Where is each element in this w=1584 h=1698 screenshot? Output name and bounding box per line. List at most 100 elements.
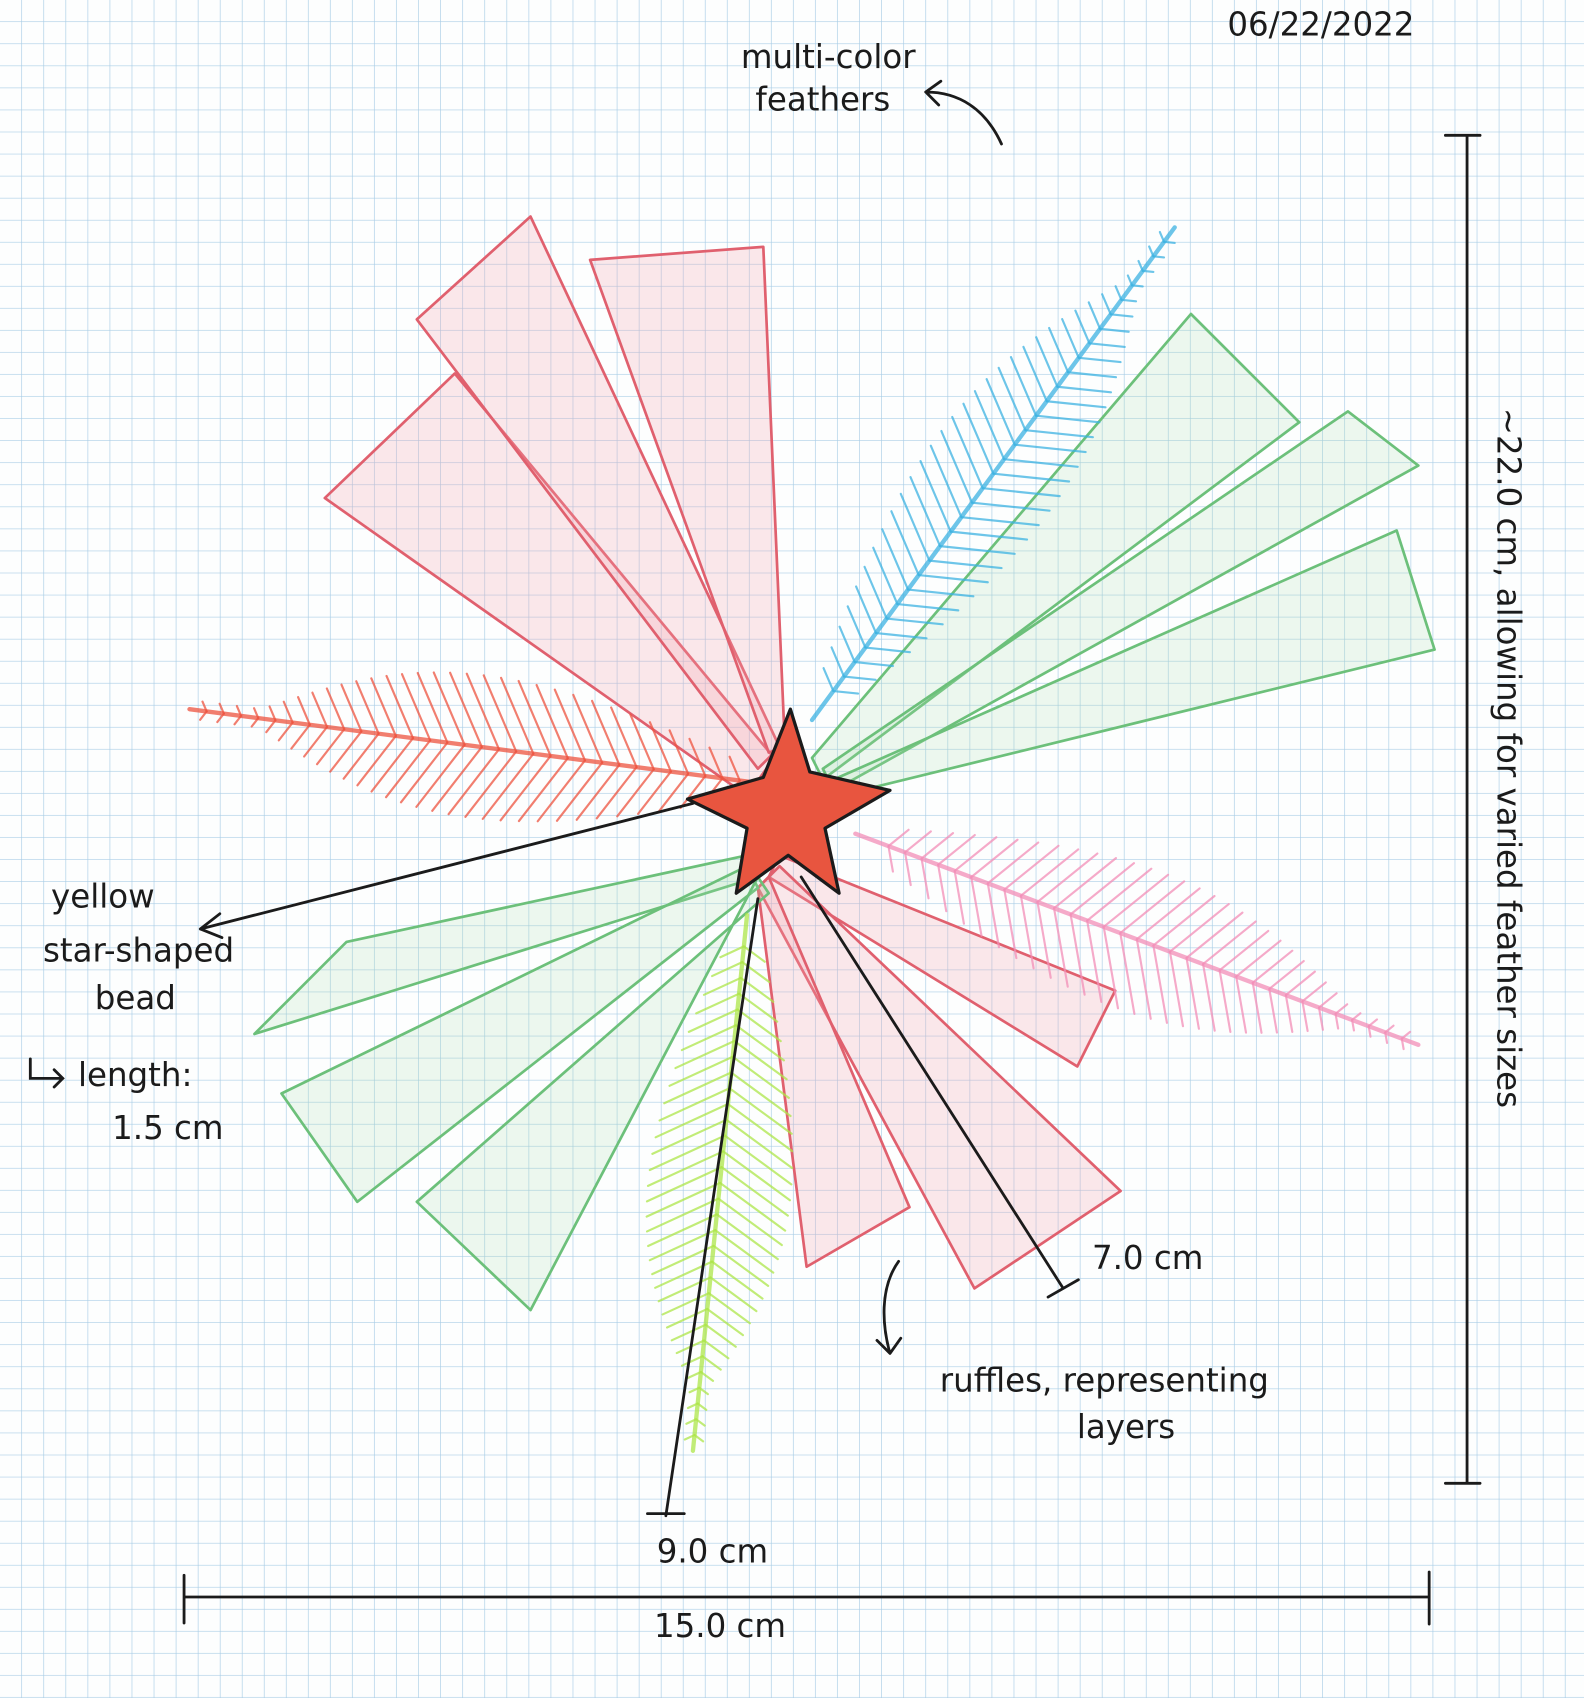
feather-barb — [535, 683, 569, 760]
ruffles-label: layers — [1077, 1408, 1175, 1446]
feather-barb — [1334, 1003, 1349, 1015]
feather-barb — [311, 691, 329, 729]
feather-barb — [699, 1370, 715, 1382]
feather-measure — [646, 897, 760, 1518]
feather-barb — [1119, 880, 1186, 935]
feather-barb — [1251, 949, 1294, 984]
feather-barb — [1024, 429, 1094, 439]
feather-barb — [201, 700, 208, 713]
feather-barb — [235, 704, 243, 717]
feather-barb — [1036, 852, 1099, 904]
feather-barb — [1268, 987, 1279, 1034]
feather-barb — [953, 869, 965, 925]
feather-barb — [881, 528, 910, 591]
feather-barb — [315, 728, 346, 766]
feather-barb — [517, 757, 569, 823]
feather-barb — [1022, 345, 1048, 403]
feather-barb — [718, 1181, 787, 1232]
feather-barb — [899, 492, 931, 562]
feather-barb — [872, 546, 899, 606]
feather-barb — [1126, 274, 1134, 287]
feather-barb — [1114, 285, 1123, 301]
feather-barb — [1135, 938, 1152, 1020]
feather-barb — [953, 836, 998, 873]
feather-barb — [830, 646, 846, 678]
feather-barb — [668, 1055, 734, 1087]
feather-barb — [822, 667, 835, 693]
feather-barb — [1158, 230, 1166, 243]
bead-pointer — [198, 801, 695, 940]
feather-barb — [693, 1433, 705, 1443]
feather-barb — [591, 699, 621, 766]
feather-barb — [1185, 956, 1200, 1030]
feather-barb — [712, 1244, 770, 1287]
feather-barb — [670, 1323, 707, 1342]
feather-barb — [710, 1260, 764, 1300]
feather-barb — [572, 693, 604, 764]
feather-barb — [686, 1402, 699, 1410]
feather-barb — [1052, 857, 1118, 910]
feather-barb — [651, 1118, 728, 1155]
feather-barb — [416, 671, 449, 744]
feather-barb — [1152, 255, 1166, 259]
feather-barb — [742, 945, 766, 963]
feathers-label: feathers — [755, 80, 890, 118]
feather-barb — [296, 696, 311, 726]
feather-barb — [1019, 894, 1035, 970]
feather-barb — [661, 1292, 710, 1316]
feather-barb — [864, 646, 911, 654]
feather-barb — [973, 390, 1006, 461]
feathers — [187, 225, 1421, 1453]
feather-barb — [890, 510, 920, 577]
feather-barb — [728, 1087, 793, 1135]
feather-barb — [265, 719, 277, 734]
feather-barb — [1367, 1018, 1379, 1028]
feather-barb — [449, 671, 483, 749]
feather-barb — [951, 415, 984, 490]
feather-barb — [1152, 944, 1168, 1024]
feather-barb — [356, 734, 397, 787]
feather-barb — [960, 516, 1040, 527]
feather-barb — [928, 559, 1003, 570]
feather-barb — [719, 945, 745, 959]
feather-barb — [1034, 414, 1101, 424]
feather-barb — [199, 710, 208, 721]
feather-barb — [645, 1181, 722, 1218]
feather-barb — [1235, 975, 1248, 1034]
ruffles — [253, 215, 1436, 1312]
bead-length: length: — [78, 1056, 192, 1094]
feather-barb — [970, 876, 983, 937]
feather-barb — [701, 1355, 722, 1371]
feather-barb — [216, 712, 225, 724]
ruffle — [767, 853, 1117, 1068]
feather-barb — [648, 721, 673, 773]
feather-barb — [1251, 981, 1263, 1034]
feather-barb — [853, 660, 894, 668]
feather-barb — [636, 770, 673, 815]
feather-barb — [725, 1118, 794, 1170]
feather-barb — [1152, 894, 1216, 947]
feather-barb — [1003, 844, 1060, 891]
feather-barb — [903, 830, 932, 854]
feather-barb — [1218, 929, 1270, 972]
feather-barb — [1268, 959, 1305, 991]
drawing: 06/22/2022 multi-color feathers ~22.0 cm… — [28, 6, 1527, 1645]
feather-barb — [1384, 1031, 1389, 1044]
feather-barb — [252, 707, 260, 720]
feather-barb — [962, 402, 995, 475]
feather-barb — [863, 565, 888, 620]
feather-barb — [1400, 1030, 1412, 1040]
feather-barb — [720, 1166, 789, 1217]
feather-barb — [920, 832, 955, 860]
feather-barb — [431, 745, 483, 812]
ruffle — [810, 312, 1301, 781]
feather-barb — [842, 675, 877, 681]
feather-barb — [726, 1102, 794, 1153]
length-arrow — [28, 1057, 65, 1089]
feather-barb — [616, 768, 655, 818]
feather-barb — [282, 700, 294, 724]
feather-barb — [555, 761, 604, 822]
feather-barb — [1102, 873, 1170, 928]
feather-barb — [663, 1071, 733, 1105]
